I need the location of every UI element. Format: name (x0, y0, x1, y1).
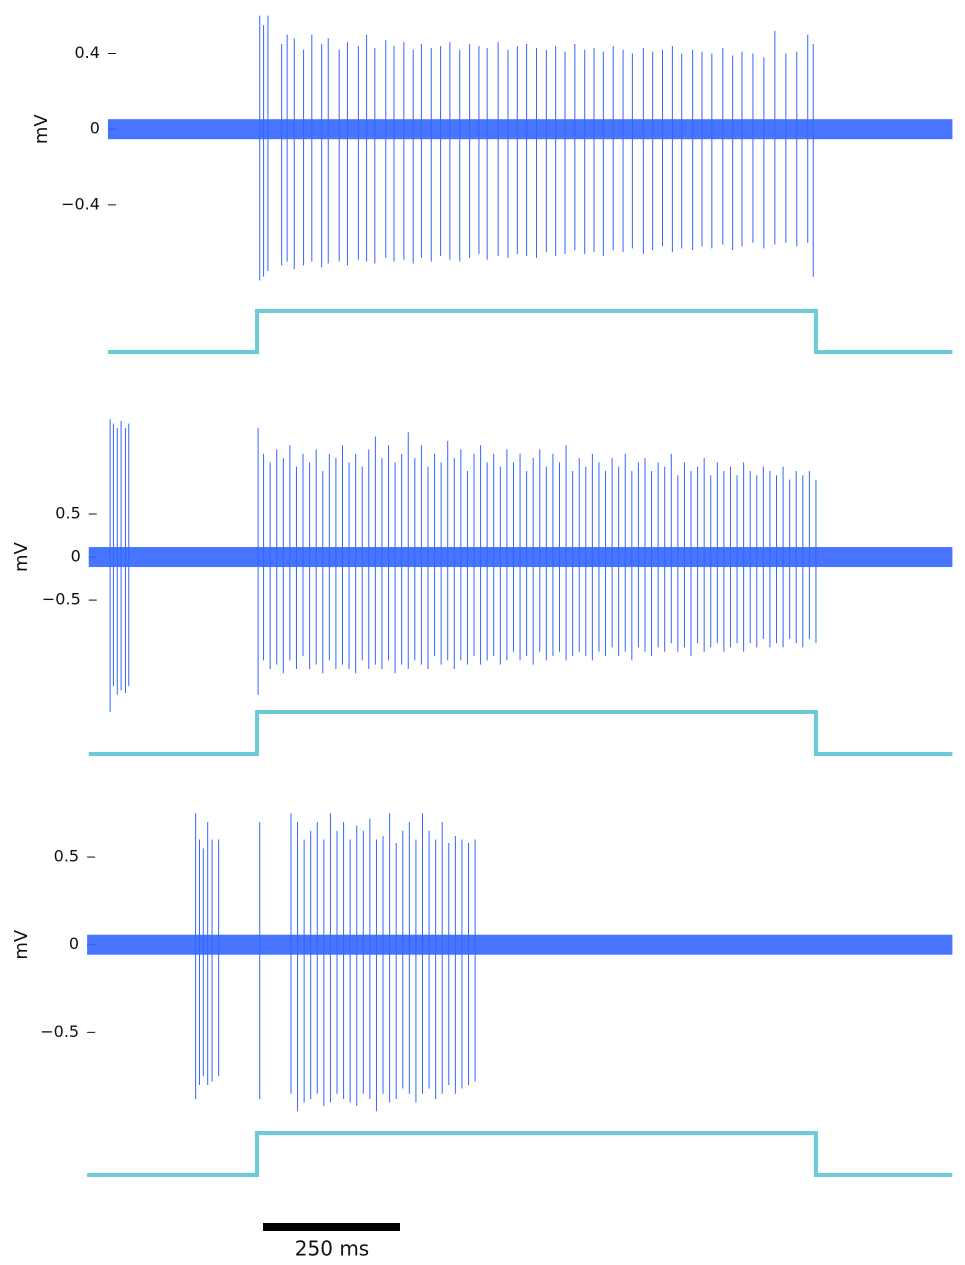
y-tick-label: 0.5 (55, 504, 80, 523)
y-axis-label: mV (11, 541, 32, 572)
y-axis-label: mV (31, 114, 52, 145)
stimulus-trace (107, 309, 953, 354)
y-axis-label: mV (11, 929, 32, 960)
scale-bar-label: 250 ms (295, 1237, 369, 1261)
y-tick-label: 0 (69, 934, 79, 953)
baseline-noise (87, 934, 953, 955)
y-tick-label: −0.5 (40, 1022, 79, 1041)
y-tick-label: −0.4 (61, 194, 100, 213)
baseline-noise (107, 119, 953, 140)
y-tick-label: 0 (90, 119, 100, 138)
stimulus-trace (87, 1131, 953, 1177)
stimulus-trace (88, 710, 953, 756)
y-tick-label: 0.5 (54, 847, 79, 866)
y-tick-label: 0 (71, 547, 81, 566)
scale-bar (263, 1223, 400, 1231)
y-tick-label: 0.4 (74, 43, 99, 62)
y-tick-label: −0.5 (42, 590, 81, 609)
baseline-noise (88, 547, 953, 568)
